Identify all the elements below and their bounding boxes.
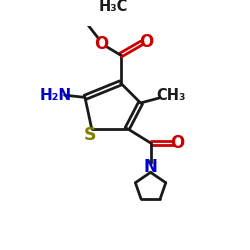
Text: O: O <box>94 35 109 53</box>
Text: O: O <box>140 33 154 51</box>
Text: H₃C: H₃C <box>98 0 128 14</box>
Text: N: N <box>144 158 158 176</box>
Text: O: O <box>170 134 185 152</box>
Text: S: S <box>84 126 96 144</box>
Text: CH₃: CH₃ <box>156 88 185 103</box>
Text: H₂N: H₂N <box>40 88 72 103</box>
